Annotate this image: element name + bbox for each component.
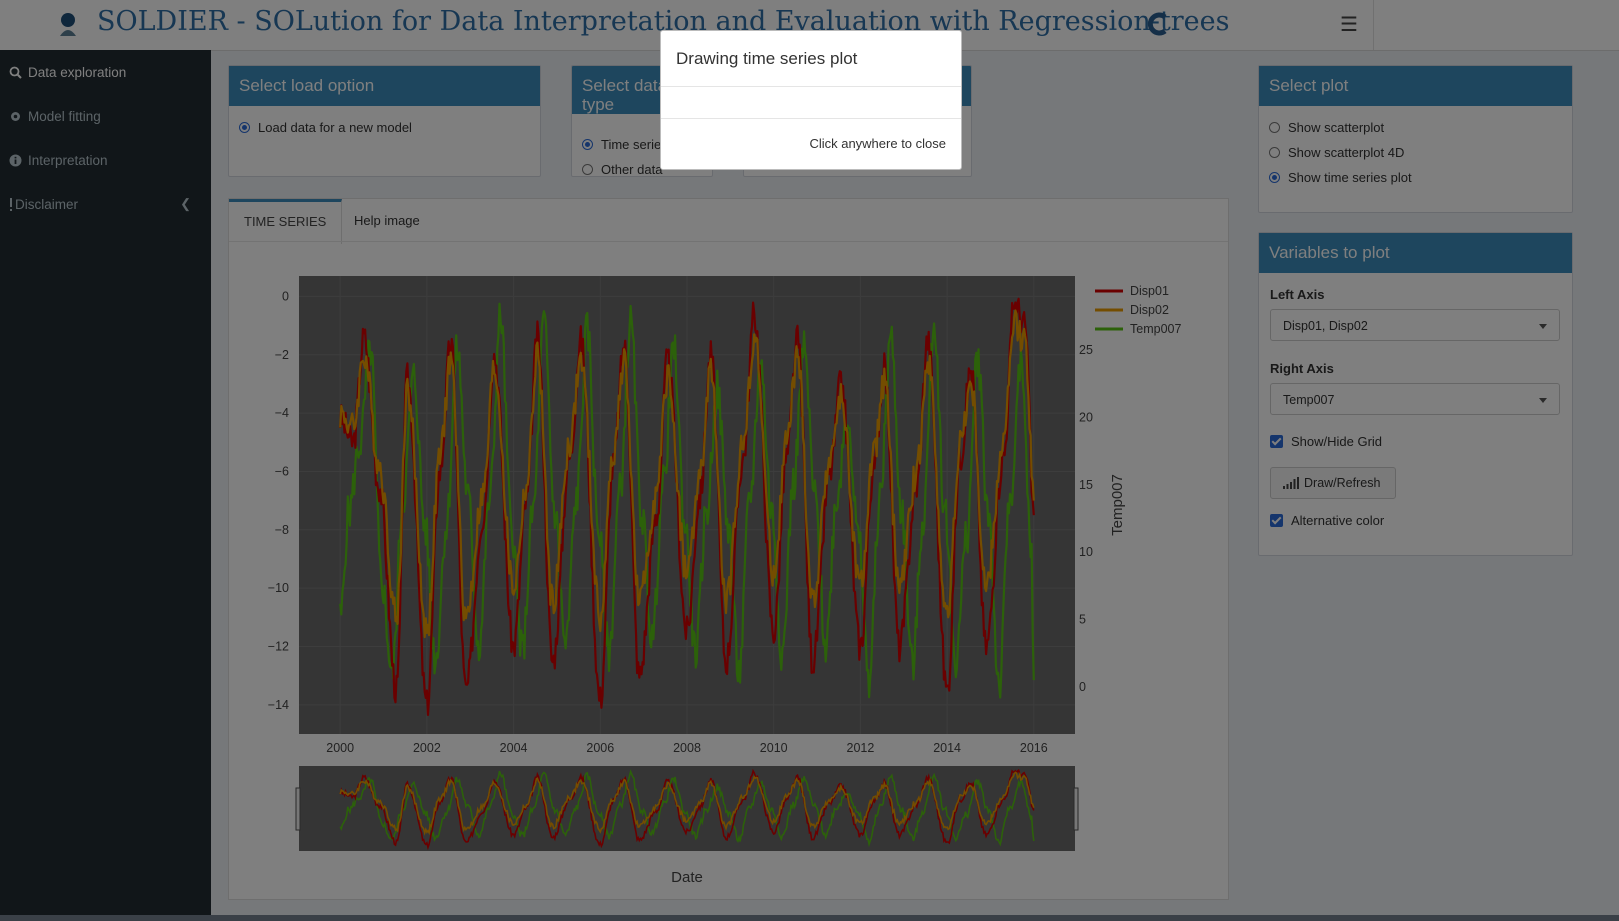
bottom-bar <box>0 915 1619 921</box>
modal-divider <box>661 86 961 87</box>
modal-close-text[interactable]: Click anywhere to close <box>809 136 946 151</box>
modal-divider <box>661 118 961 119</box>
loading-modal[interactable]: Drawing time series plot Click anywhere … <box>660 30 962 170</box>
modal-title: Drawing time series plot <box>676 49 858 68</box>
